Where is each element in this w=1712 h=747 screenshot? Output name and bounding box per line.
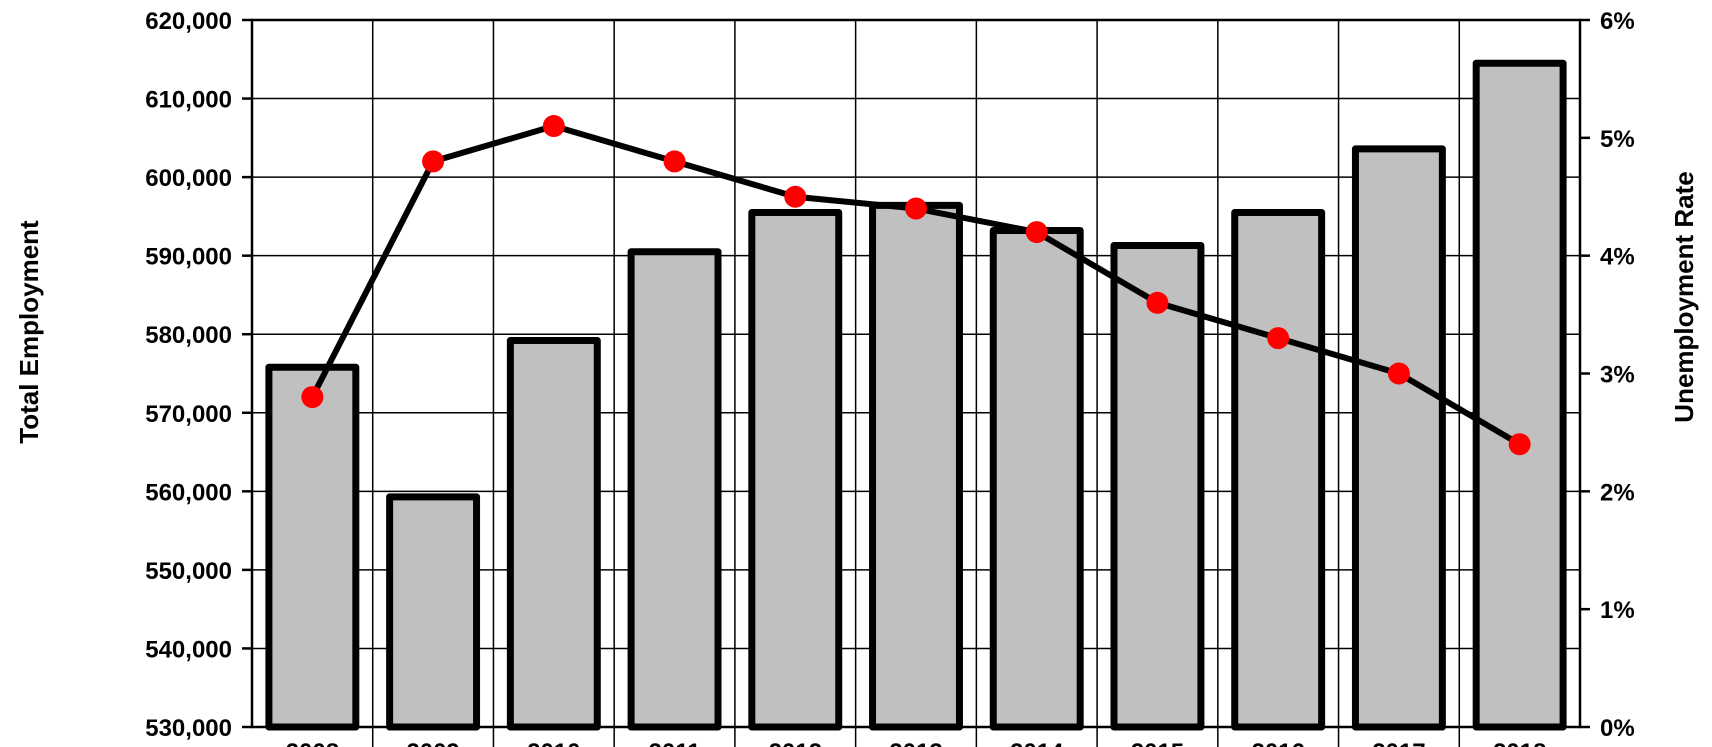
- point-2010: [542, 115, 565, 138]
- bar-2015: [1110, 241, 1205, 731]
- x-tick-label: 2016: [1251, 739, 1304, 747]
- point-2012: [784, 185, 807, 208]
- y-tick-label: 620,000: [145, 8, 232, 35]
- point-2015: [1146, 291, 1169, 314]
- bar-2017: [1351, 145, 1446, 731]
- y2-tick-label: 4%: [1600, 244, 1635, 271]
- y-tick-label: 560,000: [145, 479, 232, 506]
- line-series: [301, 115, 1531, 456]
- x-tick-label: 2013: [889, 739, 942, 747]
- y-axis-title: Total Employment: [14, 220, 44, 444]
- bar-2018: [1472, 59, 1567, 731]
- bar-2010: [506, 337, 601, 731]
- y2-tick-label: 5%: [1600, 126, 1635, 153]
- point-2008: [301, 386, 324, 409]
- x-tick-label: 2012: [769, 739, 822, 747]
- y-tick-label: 580,000: [145, 322, 232, 349]
- x-tick-label: 2011: [649, 739, 701, 747]
- point-2011: [663, 150, 686, 173]
- x-tick-label: 2014: [1010, 739, 1064, 747]
- bar-series: [265, 59, 1567, 731]
- y-tick-label: 610,000: [145, 87, 232, 114]
- point-2013: [905, 197, 927, 220]
- point-2016: [1267, 327, 1290, 350]
- y-tick-label: 570,000: [145, 401, 232, 428]
- x-tick-label: 2017: [1372, 739, 1425, 747]
- y2-tick-label: 1%: [1600, 597, 1635, 624]
- bar-2012: [748, 208, 843, 731]
- y2-axis-title: Unemployment Rate: [1669, 171, 1699, 422]
- y-tick-label: 550,000: [145, 558, 232, 585]
- bar-2008: [265, 363, 360, 731]
- tick-labels: 530,000 540,000 550,000 560,000 570,000 580,0…: [145, 8, 1634, 747]
- y-tick-label: 590,000: [145, 244, 232, 271]
- y2-tick-label: 0%: [1600, 715, 1635, 742]
- y-tick-label: 540,000: [145, 636, 232, 663]
- point-2009: [422, 150, 445, 173]
- y2-tick-label: 2%: [1600, 479, 1635, 506]
- bar-2011: [627, 248, 722, 731]
- bar-2014: [989, 227, 1084, 731]
- plot-frame: [242, 18, 1590, 729]
- bar-2016: [1231, 208, 1326, 731]
- x-tick-label: 2009: [406, 739, 459, 747]
- x-tick-label: 2018: [1493, 739, 1546, 747]
- bar-2013: [869, 201, 963, 731]
- x-tick-label: 2010: [527, 739, 580, 747]
- point-2014: [1025, 221, 1048, 244]
- point-2017: [1387, 362, 1410, 385]
- y2-tick-label: 6%: [1600, 8, 1635, 35]
- point-2018: [1508, 433, 1531, 456]
- y-tick-label: 600,000: [145, 165, 232, 192]
- y-tick-label: 530,000: [145, 715, 232, 742]
- bar-2009: [386, 493, 481, 731]
- x-tick-label: 2008: [286, 739, 339, 747]
- x-tick-label: 2015: [1131, 739, 1184, 747]
- y2-tick-label: 3%: [1600, 362, 1635, 389]
